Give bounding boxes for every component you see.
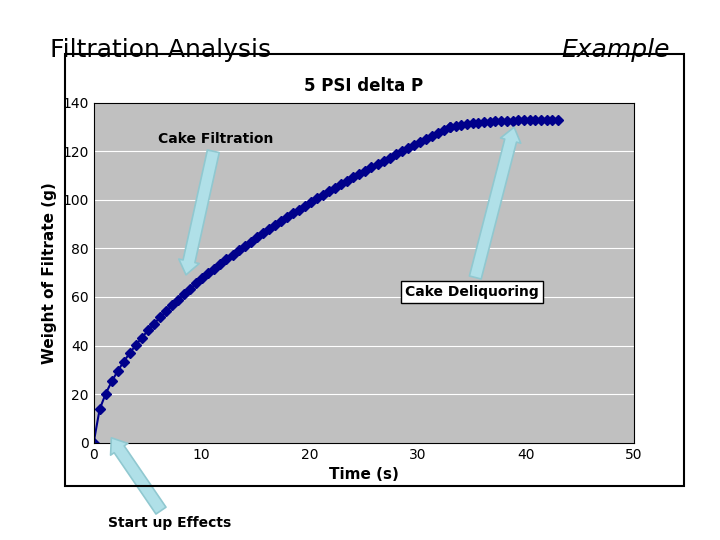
Title: 5 PSI delta P: 5 PSI delta P <box>304 77 423 96</box>
Text: Example: Example <box>561 38 670 62</box>
Text: Start up Effects: Start up Effects <box>107 438 231 530</box>
Text: Cake Filtration: Cake Filtration <box>158 132 274 275</box>
Y-axis label: Weight of Filtrate (g): Weight of Filtrate (g) <box>42 182 57 363</box>
Text: Filtration Analysis: Filtration Analysis <box>50 38 271 62</box>
Text: Cake Deliquoring: Cake Deliquoring <box>405 127 539 299</box>
X-axis label: Time (s): Time (s) <box>328 467 399 482</box>
